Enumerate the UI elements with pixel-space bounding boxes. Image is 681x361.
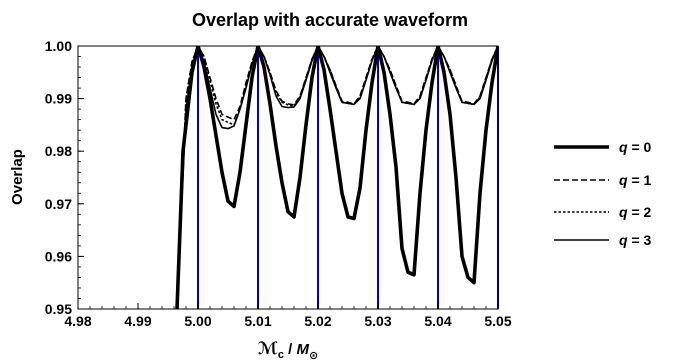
legend-label-q1: q = 1 <box>619 172 652 188</box>
x-tick-label: 5.01 <box>244 313 271 329</box>
x-tick-label: 4.99 <box>124 313 151 329</box>
vertical-reference-lines <box>197 46 499 309</box>
x-tick-label: 5.04 <box>424 313 451 329</box>
x-axis-label-separator: / <box>284 341 297 358</box>
x-axis-label-main: ℳ <box>258 339 278 358</box>
legend: q = 0 q = 1 q = 2 q = 3 <box>554 139 652 248</box>
legend-label-q0: q = 0 <box>619 139 652 155</box>
y-tick-label: 0.96 <box>45 248 72 264</box>
legend-label-q3: q = 3 <box>619 232 652 248</box>
y-axis-label: Overlap <box>9 149 26 205</box>
chart-title: Overlap with accurate waveform <box>192 10 468 30</box>
x-axis-label-mass: M <box>297 341 310 358</box>
y-axis-ticks: 0.95 0.96 0.97 0.98 0.99 1.00 <box>45 38 84 317</box>
series-layer <box>175 46 498 309</box>
y-tick-label: 1.00 <box>45 38 72 54</box>
x-tick-label: 5.05 <box>484 313 511 329</box>
series-line-q3 <box>176 46 498 309</box>
x-axis-ticks: 4.98 4.99 5.00 5.01 5.02 5.03 5.04 5.05 <box>64 303 512 329</box>
series-line-q0 <box>175 46 498 309</box>
plot-frame <box>77 45 499 310</box>
x-axis-label-sun-symbol: ⊙ <box>309 350 318 361</box>
x-tick-label: 5.02 <box>304 313 331 329</box>
y-tick-label: 0.95 <box>45 301 72 317</box>
series-line-q2 <box>176 46 498 309</box>
x-tick-label: 4.98 <box>64 313 91 329</box>
legend-label-q2: q = 2 <box>619 204 652 220</box>
y-tick-label: 0.98 <box>45 143 72 159</box>
x-tick-label: 5.03 <box>364 313 391 329</box>
series-line-q1 <box>176 46 498 309</box>
y-tick-label: 0.97 <box>45 196 72 212</box>
x-axis-label: ℳc / M⊙ <box>258 339 319 361</box>
y-tick-label: 0.99 <box>45 91 72 107</box>
x-axis-label-subscript: c <box>278 349 284 361</box>
x-tick-label: 5.00 <box>184 313 211 329</box>
